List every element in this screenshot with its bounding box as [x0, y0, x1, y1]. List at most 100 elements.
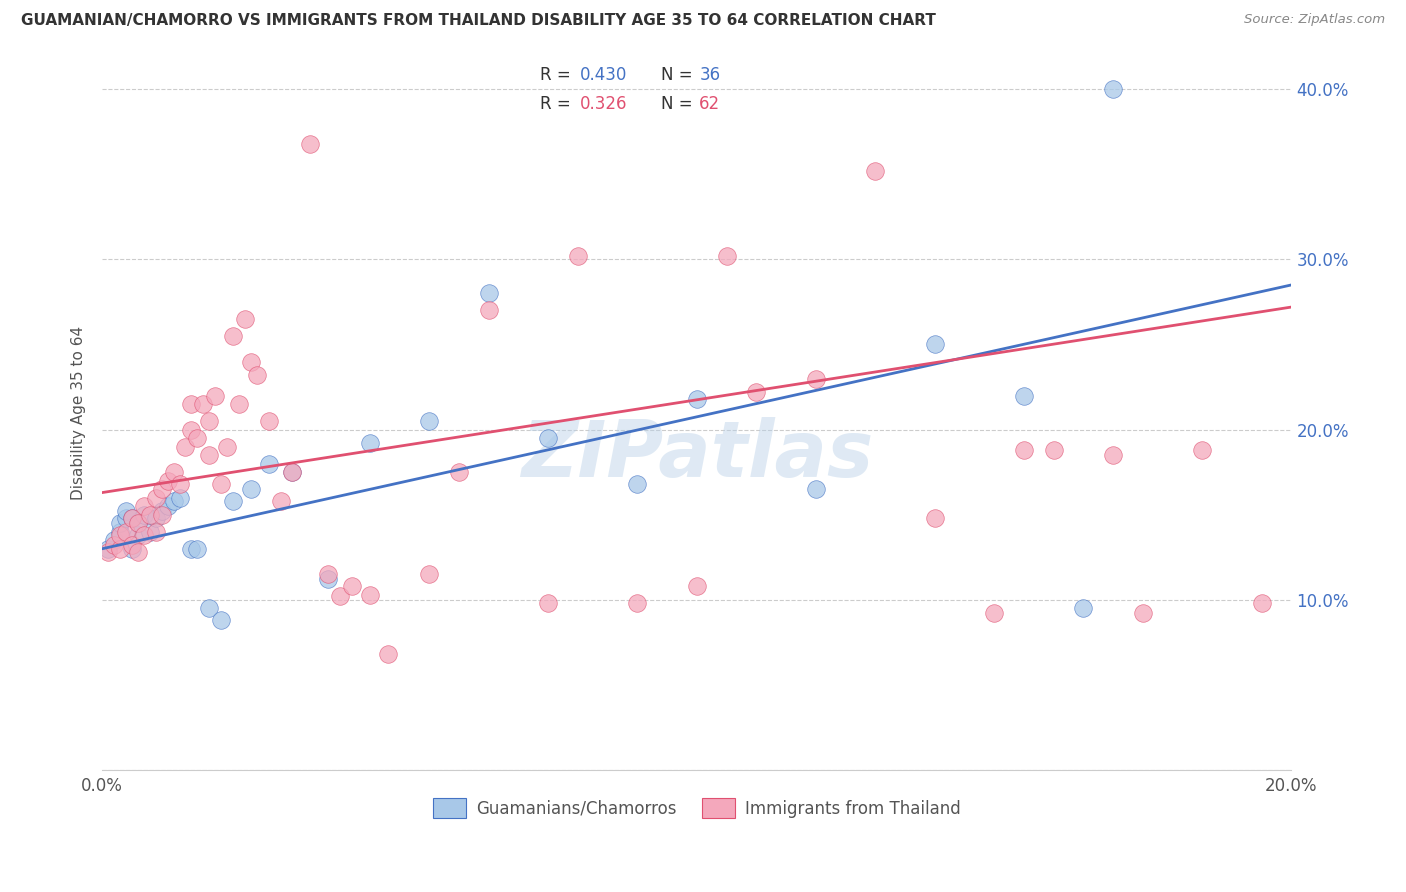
Point [686, 579, 709, 593]
Point [115, 511, 138, 525]
Point [115, 524, 138, 539]
Point [198, 414, 221, 428]
Point [257, 457, 280, 471]
Point [316, 567, 339, 582]
Point [270, 494, 292, 508]
Point [139, 508, 162, 522]
Point [377, 647, 399, 661]
Text: 0.430: 0.430 [581, 66, 627, 84]
Point [209, 477, 232, 491]
Point [239, 354, 262, 368]
Point [359, 588, 381, 602]
Point [924, 511, 946, 525]
Point [198, 601, 221, 615]
Text: N =: N = [661, 66, 697, 84]
Point [228, 397, 250, 411]
Point [145, 491, 167, 505]
Point [121, 511, 143, 525]
Point [108, 516, 131, 531]
Point [145, 511, 167, 525]
Point [418, 414, 440, 428]
Point [132, 528, 155, 542]
Point [233, 312, 256, 326]
Point [1132, 607, 1154, 621]
Point [132, 508, 155, 522]
Point [686, 392, 709, 406]
Point [180, 423, 202, 437]
Text: 0.326: 0.326 [581, 95, 628, 112]
Y-axis label: Disability Age 35 to 64: Disability Age 35 to 64 [72, 326, 86, 500]
Point [804, 371, 827, 385]
Point [281, 465, 304, 479]
Point [745, 385, 768, 400]
Text: R =: R = [540, 95, 576, 112]
Point [222, 494, 245, 508]
Point [316, 573, 339, 587]
Point [121, 538, 143, 552]
Point [1073, 601, 1095, 615]
Text: N =: N = [661, 95, 697, 112]
Point [478, 286, 501, 301]
Point [150, 482, 173, 496]
Point [281, 465, 304, 479]
Point [537, 596, 560, 610]
Point [108, 524, 131, 539]
Point [537, 431, 560, 445]
Point [162, 494, 184, 508]
Point [239, 482, 262, 496]
Point [222, 329, 245, 343]
Point [626, 477, 648, 491]
Point [180, 541, 202, 556]
Point [186, 541, 208, 556]
Point [1012, 442, 1035, 457]
Point [246, 368, 269, 383]
Point [127, 545, 149, 559]
Point [145, 524, 167, 539]
Point [127, 528, 149, 542]
Point [299, 136, 322, 151]
Point [115, 504, 138, 518]
Point [716, 249, 738, 263]
Point [150, 504, 173, 518]
Point [156, 499, 179, 513]
Point [127, 516, 149, 531]
Point [103, 533, 125, 548]
Text: R =: R = [540, 66, 576, 84]
Point [478, 303, 501, 318]
Point [174, 440, 197, 454]
Point [209, 613, 232, 627]
Point [1102, 82, 1125, 96]
Point [359, 436, 381, 450]
Point [329, 590, 352, 604]
Point [924, 337, 946, 351]
Text: ZIPatlas: ZIPatlas [520, 417, 873, 493]
Point [127, 516, 149, 531]
Point [169, 477, 191, 491]
Point [156, 474, 179, 488]
Point [198, 448, 221, 462]
Point [204, 388, 226, 402]
Point [108, 528, 131, 542]
Point [169, 491, 191, 505]
Point [626, 596, 648, 610]
Point [193, 397, 215, 411]
Point [121, 511, 143, 525]
Point [217, 440, 239, 454]
Legend: Guamanians/Chamorros, Immigrants from Thailand: Guamanians/Chamorros, Immigrants from Th… [425, 790, 969, 826]
Point [863, 164, 886, 178]
Point [1250, 596, 1272, 610]
Point [186, 431, 208, 445]
Point [97, 545, 120, 559]
Point [1102, 448, 1125, 462]
Point [103, 538, 125, 552]
Point [121, 541, 143, 556]
Point [97, 541, 120, 556]
Point [162, 465, 184, 479]
Point [983, 607, 1005, 621]
Text: 62: 62 [699, 95, 720, 112]
Point [132, 499, 155, 513]
Point [447, 465, 470, 479]
Text: Source: ZipAtlas.com: Source: ZipAtlas.com [1244, 13, 1385, 27]
Point [150, 508, 173, 522]
Point [340, 579, 363, 593]
